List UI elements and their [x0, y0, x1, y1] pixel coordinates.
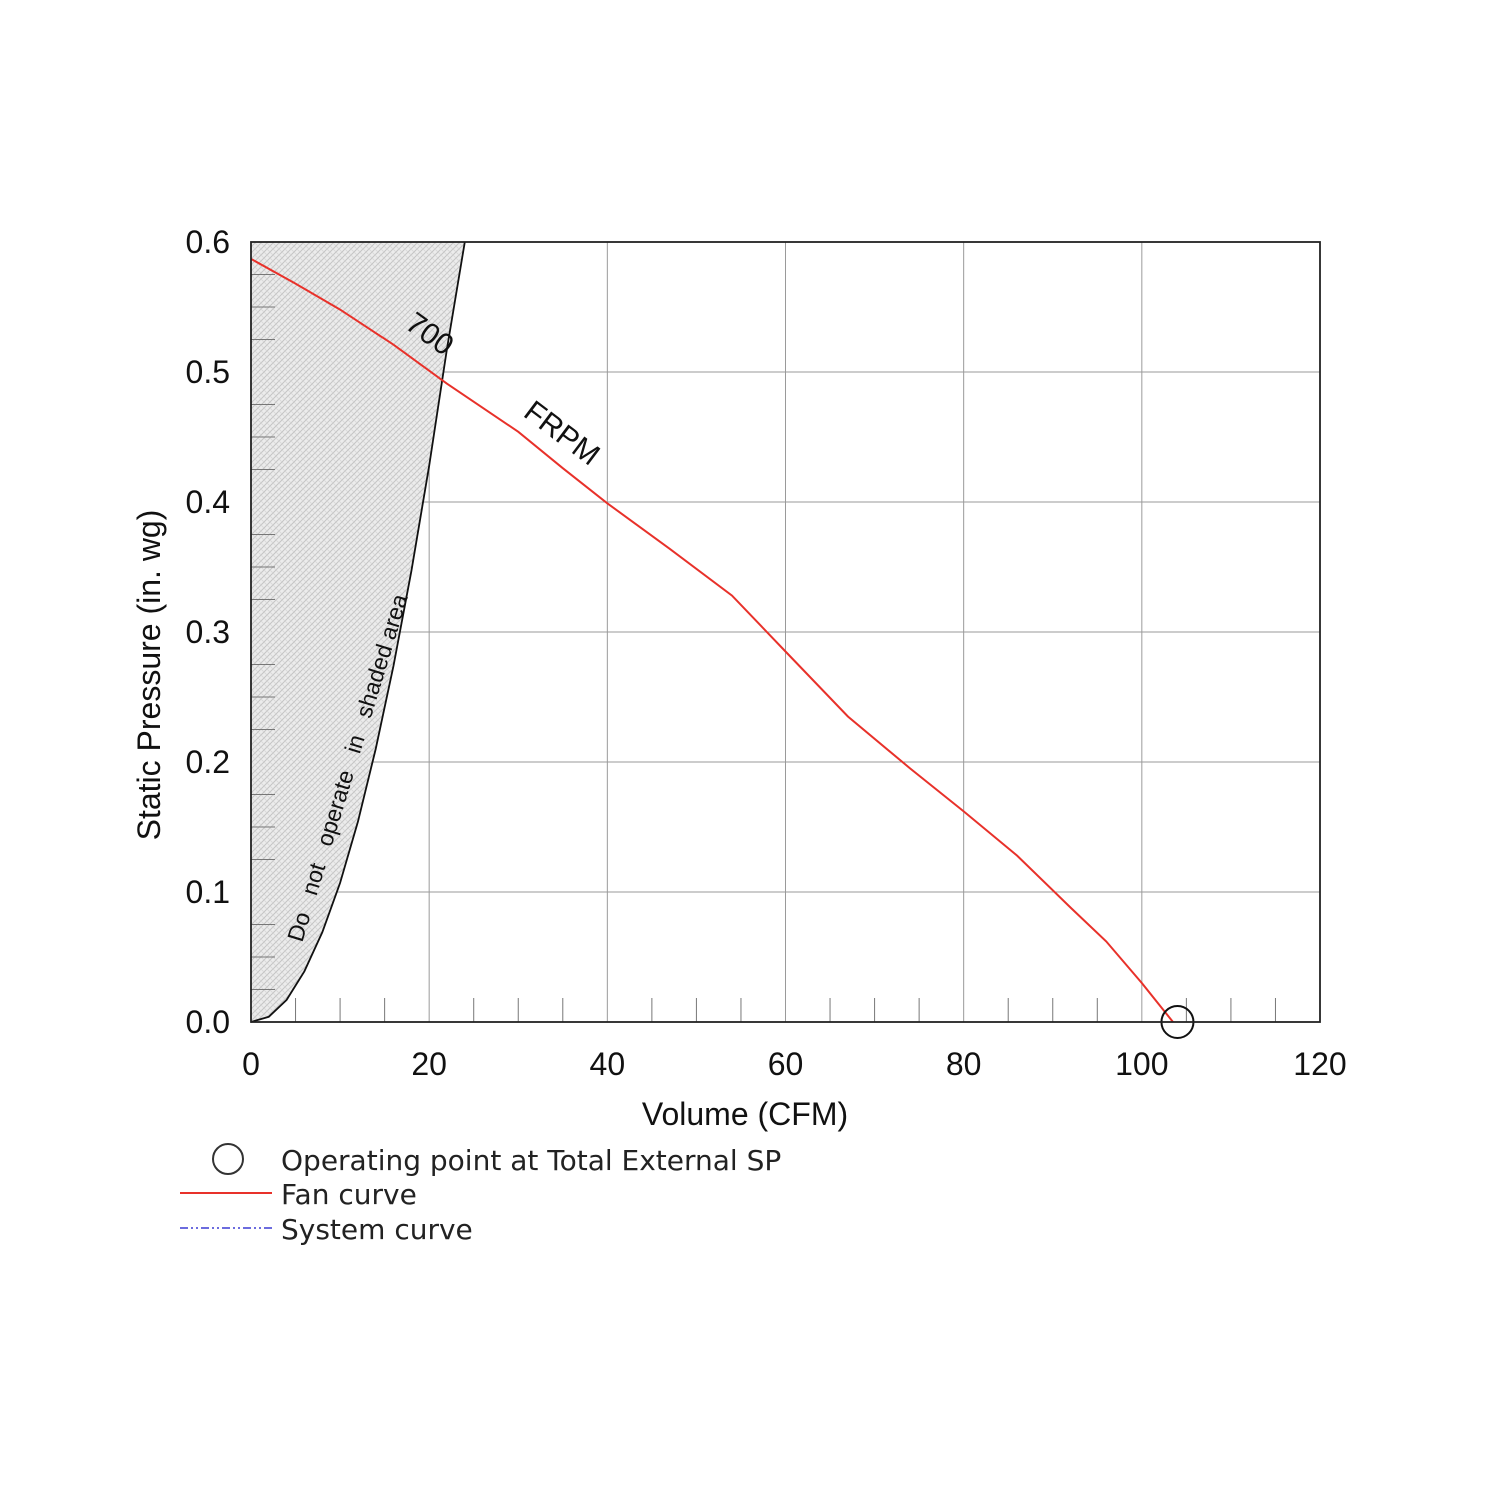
- legend-operating-point-label: Operating point at Total External SP: [281, 1144, 781, 1177]
- shaded-area: [251, 242, 465, 1022]
- fan-curve-line: [250, 258, 1174, 1023]
- legend-system-curve-label: System curve: [281, 1213, 473, 1246]
- plot-frame: [250, 241, 1321, 1023]
- y-tick-labels: 0.0 0.1 0.2 0.3 0.4 0.5 0.6: [186, 224, 230, 1040]
- y-tick-label: 0.0: [186, 1004, 230, 1040]
- x-axis-label: Volume (CFM): [642, 1096, 848, 1132]
- y-tick-label: 0.2: [186, 744, 230, 780]
- x-tick-label: 40: [590, 1046, 626, 1082]
- y-tick-label: 0.3: [186, 614, 230, 650]
- x-tick-label: 100: [1115, 1046, 1168, 1082]
- legend-item-operating-point: Operating point at Total External SP: [212, 1143, 781, 1177]
- y-tick-label: 0.4: [186, 484, 230, 520]
- x-tick-label: 60: [768, 1046, 804, 1082]
- annotation-frpm: FRPM: [518, 395, 606, 473]
- y-axis-label: Static Pressure (in. wg): [131, 510, 167, 841]
- shaded-area-boundary-line: [250, 241, 466, 1023]
- x-tick-label: 20: [411, 1046, 447, 1082]
- legend: Operating point at Total External SP Fan…: [180, 1143, 781, 1246]
- x-tick-label: 120: [1293, 1046, 1346, 1082]
- y-tick-label: 0.1: [186, 874, 230, 910]
- x-tick-label: 0: [242, 1046, 260, 1082]
- minor-ticks: [251, 274, 1276, 1022]
- legend-fan-curve-label: Fan curve: [281, 1178, 417, 1211]
- legend-item-system-curve: System curve: [180, 1213, 473, 1246]
- x-tick-label: 80: [946, 1046, 982, 1082]
- y-tick-label: 0.6: [186, 224, 230, 260]
- x-tick-labels: 0 20 40 60 80 100 120: [242, 1046, 1347, 1082]
- legend-item-fan-curve: Fan curve: [180, 1178, 417, 1211]
- legend-operating-point-marker: [212, 1143, 244, 1175]
- y-tick-label: 0.5: [186, 354, 230, 390]
